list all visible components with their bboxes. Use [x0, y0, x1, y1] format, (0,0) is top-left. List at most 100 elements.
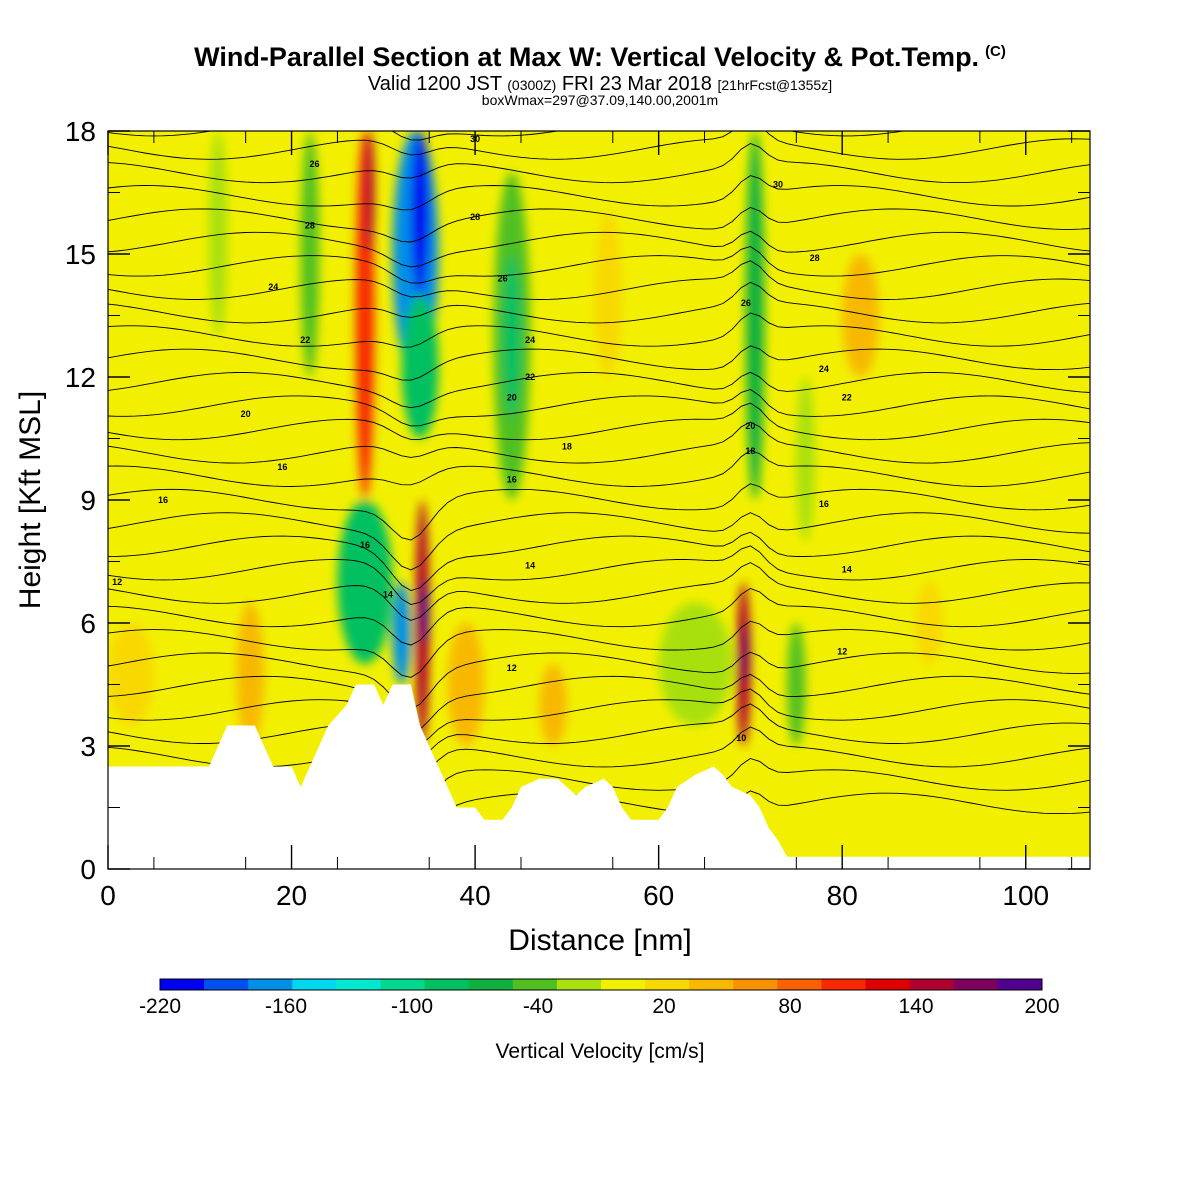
isentrope-label: 14 — [842, 565, 852, 575]
isentrope-label: 28 — [470, 212, 480, 222]
colorbar-swatch — [424, 979, 470, 990]
isentrope-label: 12 — [837, 647, 847, 657]
velocity-cell — [208, 131, 228, 336]
velocity-cell — [745, 131, 765, 500]
isentrope-label: 30 — [773, 179, 783, 189]
colorbar-label: Vertical Velocity [cm/s] — [496, 1040, 705, 1063]
velocity-cell — [787, 623, 806, 746]
isentrope-label: 24 — [525, 335, 535, 345]
isentrope-line — [108, 483, 1090, 541]
isentrope-line — [108, 260, 1090, 300]
isentrope-label: 26 — [309, 159, 319, 169]
chart-title-text: Wind-Parallel Section at Max W: Vertical… — [194, 42, 980, 72]
velocity-field — [108, 131, 944, 746]
isentrope-line — [108, 371, 1090, 409]
isentrope-label: 14 — [383, 589, 393, 599]
axes: 0 20 40 60 80 100 0 3 6 9 12 15 18 — [65, 116, 1090, 911]
isentrope-line — [108, 345, 1090, 381]
colorbar-swatch — [204, 979, 249, 990]
velocity-cell — [539, 664, 567, 746]
isentrope-line — [108, 512, 1090, 571]
y-tick-label: 18 — [65, 116, 96, 147]
chart-title: Wind-Parallel Section at Max W: Vertical… — [0, 42, 1200, 73]
isentrope-line — [108, 246, 1090, 284]
forecast-info: [21hrFcst@1355z] — [717, 77, 833, 93]
isentrope-line — [108, 531, 1090, 591]
velocity-cell — [337, 500, 393, 664]
isentrope-label: 22 — [300, 335, 310, 345]
isentrope-label: 20 — [241, 409, 251, 419]
isentrope-label: 16 — [507, 475, 517, 485]
isentrope-label: 12 — [112, 577, 122, 587]
isentrope-label: 20 — [507, 393, 517, 403]
isentrope-line — [108, 703, 1090, 763]
y-axis-label: Height [Kft MSL] — [14, 391, 47, 609]
colorbar: -220 -160 -100 -40 20 80 140 200 — [139, 978, 1060, 1018]
isentrope-labels: 2630302828282426262224242222202020181816… — [112, 134, 852, 743]
isentrope-line — [108, 175, 1090, 211]
x-tick-label: 80 — [827, 880, 858, 911]
colorbar-tick-label: -220 — [139, 995, 181, 1018]
isentrope-line — [108, 421, 1090, 464]
velocity-cell — [392, 582, 411, 685]
isentrope-line — [108, 673, 1090, 733]
isentrope-label: 16 — [360, 540, 370, 550]
velocity-cell — [108, 623, 154, 726]
x-tick-label: 20 — [276, 880, 307, 911]
isentrope-line — [108, 207, 1090, 243]
isentrope-line — [108, 450, 1090, 487]
isentrope-label: 26 — [498, 274, 508, 284]
velocity-cell — [741, 623, 751, 685]
isentrope-label: 10 — [736, 733, 746, 743]
x-tick-label: 0 — [100, 880, 116, 911]
y-tick-label: 3 — [80, 731, 96, 762]
isentrope-line — [108, 688, 1090, 749]
colorbar-swatch — [336, 979, 381, 990]
velocity-cell — [796, 377, 815, 541]
colorbar-swatch — [556, 979, 602, 990]
velocity-cell — [594, 213, 622, 377]
isentrope-label: 22 — [525, 372, 535, 382]
isentrope-line — [108, 230, 1090, 268]
colorbar-swatch — [821, 979, 867, 990]
x-tick-label: 40 — [460, 880, 491, 911]
colorbar-swatch — [865, 979, 911, 990]
y-tick-label: 15 — [65, 239, 96, 270]
colorbar-swatch — [777, 979, 822, 990]
y-tick-label: 6 — [80, 608, 96, 639]
colorbar-swatch — [997, 979, 1043, 990]
colorbar-tick-label: -160 — [265, 995, 307, 1018]
isentrope-line — [108, 588, 1090, 646]
isentrope-line — [108, 281, 1090, 324]
isentrope-line — [108, 620, 1090, 678]
velocity-cell — [502, 254, 521, 418]
velocity-cell — [401, 295, 439, 439]
isentrope-label: 26 — [741, 298, 751, 308]
isentrope-line — [108, 142, 1090, 184]
valid-utc: (0300Z) — [507, 77, 557, 93]
colorbar-swatch — [601, 979, 646, 990]
isentrope-line — [108, 312, 1090, 348]
box-info: boxWmax=297@37.09,140.00,2001m — [481, 92, 719, 108]
colorbar-swatch — [248, 979, 293, 990]
velocity-cell — [300, 131, 320, 377]
isentrope-label: 14 — [525, 561, 535, 571]
isentrope-label: 16 — [277, 462, 287, 472]
valid-prefix: Valid 1200 JST — [367, 73, 502, 95]
velocity-cell — [842, 254, 879, 377]
isentrope-line — [108, 402, 1090, 441]
velocity-cell — [364, 131, 375, 254]
velocity-cell — [410, 131, 430, 295]
colorbar-swatch — [468, 979, 514, 990]
y-tick-label: 9 — [80, 485, 96, 516]
colorbar-tick-label: 140 — [898, 995, 933, 1018]
colorbar-frame — [159, 978, 1043, 991]
isentrope-label: 28 — [305, 220, 315, 230]
colorbar-tick-label: 20 — [652, 995, 675, 1018]
valid-date: FRI 23 Mar 2018 — [561, 73, 712, 95]
isentrope-line — [108, 389, 1090, 427]
velocity-cell — [447, 623, 485, 746]
velocity-cell — [236, 602, 265, 746]
isentropes — [108, 131, 1090, 848]
